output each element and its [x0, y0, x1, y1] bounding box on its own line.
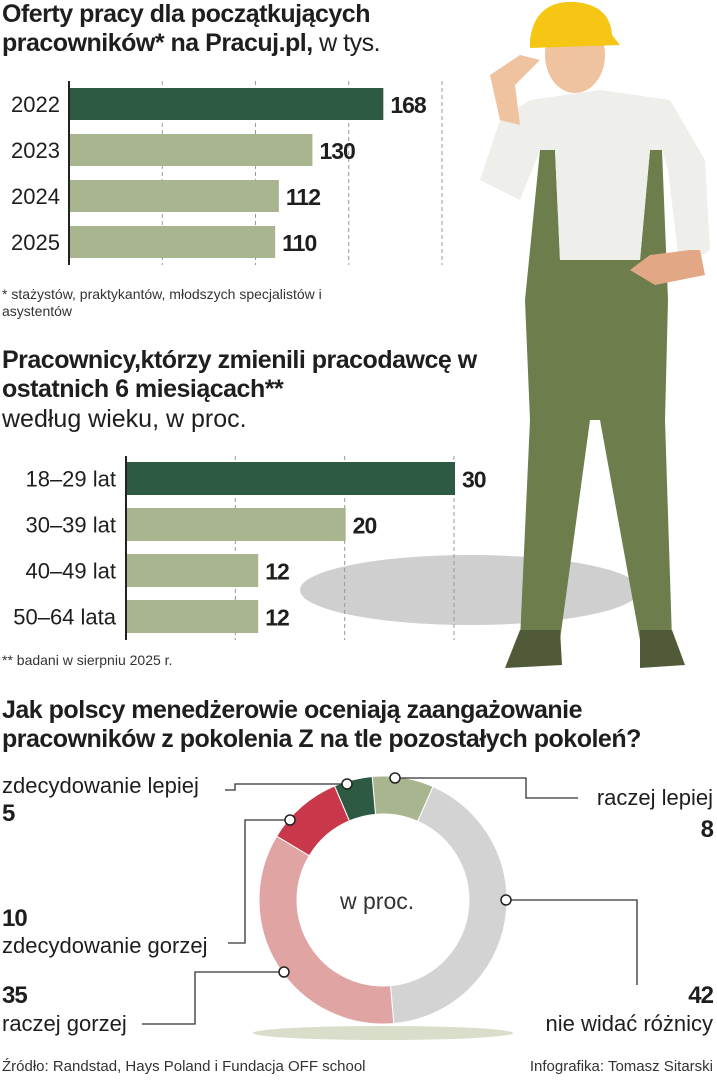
leader-line	[225, 783, 347, 791]
worker-arm	[490, 55, 540, 125]
bar-2025	[70, 226, 276, 258]
slice-value-nie-widac-roznicy: 42	[688, 982, 714, 1009]
worker-boot-left	[505, 630, 562, 668]
leader-dot	[500, 894, 512, 906]
bar-2023	[70, 134, 313, 166]
category-label: 2025	[11, 230, 60, 255]
bar-18–29 lat	[127, 462, 455, 495]
bar-50–64 lata	[127, 600, 259, 633]
leader-line	[142, 971, 284, 1025]
leader-dot	[389, 772, 401, 784]
category-label: 2024	[11, 184, 60, 209]
worker-boot-right	[640, 630, 685, 668]
slice-label-raczej-gorzej: raczej gorzej	[2, 1011, 127, 1036]
category-label: 18–29 lat	[25, 467, 116, 492]
donut-shadow	[253, 1026, 513, 1040]
chart2-subtitle: według wieku, w proc.	[2, 405, 247, 433]
category-label: 2022	[11, 92, 60, 117]
value-label: 168	[390, 92, 427, 118]
slice-value-zdecydowanie-lepiej: 5	[2, 800, 15, 827]
worker-helmet-icon	[530, 1, 620, 48]
slice-label-zdecydowanie-lepiej: zdecydowanie lepiej	[2, 773, 199, 798]
slice-label-raczej-lepiej: raczej lepiej	[596, 785, 713, 810]
value-label: 12	[265, 605, 289, 631]
value-label: 130	[319, 138, 355, 164]
donut-center-label: w proc.	[340, 888, 415, 914]
worker-shirt	[480, 90, 710, 270]
source-note: Źródło: Randstad, Hays Poland i Fundacja…	[2, 1058, 366, 1075]
category-label: 40–49 lat	[25, 559, 116, 584]
worker-hand	[630, 250, 705, 285]
chart2-title: Pracownicy,którzy zmienili pracodawcę w …	[2, 346, 477, 403]
slice-value-zdecydowanie-gorzej: 10	[2, 905, 28, 932]
leader-dot	[278, 966, 290, 978]
bar-2022	[70, 88, 384, 120]
worker-overalls	[520, 150, 672, 640]
category-label: 50–64 lata	[13, 605, 117, 630]
category-label: 2023	[11, 138, 60, 163]
credit-note: Infografika: Tomasz Sitarski	[529, 1058, 713, 1075]
value-label: 110	[282, 230, 316, 256]
category-label: 30–39 lat	[25, 513, 116, 538]
leader-line	[395, 777, 578, 799]
chart1-title-main: Oferty pracy dla początkujących pracowni…	[2, 0, 370, 57]
value-label: 112	[286, 184, 320, 210]
bar-40–49 lat	[127, 554, 259, 587]
chart2-footnote: ** badani w sierpniu 2025 r.	[2, 652, 173, 668]
donut-slice-nie-widać-różnicy	[389, 785, 508, 1025]
value-label: 30	[462, 467, 486, 493]
bar-30–39 lat	[127, 508, 346, 541]
value-label: 20	[353, 513, 377, 539]
slice-value-raczej-lepiej: 8	[700, 816, 714, 843]
donut-slice-raczej-gorzej	[258, 835, 395, 1025]
chart1-title: Oferty pracy dla początkujących pracowni…	[2, 0, 442, 58]
value-label: 12	[265, 559, 289, 585]
leader-line	[506, 899, 638, 985]
slice-label-zdecydowanie-gorzej: zdecydowanie gorzej	[2, 933, 208, 958]
leader-dot	[284, 814, 296, 826]
leader-dot	[341, 778, 353, 790]
leader-line	[228, 819, 290, 944]
chart3-title: Jak polscy menedżerowie oceniają zaangaż…	[2, 696, 641, 753]
bar-2024	[70, 180, 279, 212]
slice-value-raczej-gorzej: 35	[2, 982, 28, 1009]
chart1-footnote: * stażystów, praktykantów, młodszych spe…	[2, 286, 322, 319]
slice-label-nie-widac-roznicy: nie widać różnicy	[545, 1011, 713, 1036]
chart1-title-unit: w tys.	[312, 29, 381, 57]
